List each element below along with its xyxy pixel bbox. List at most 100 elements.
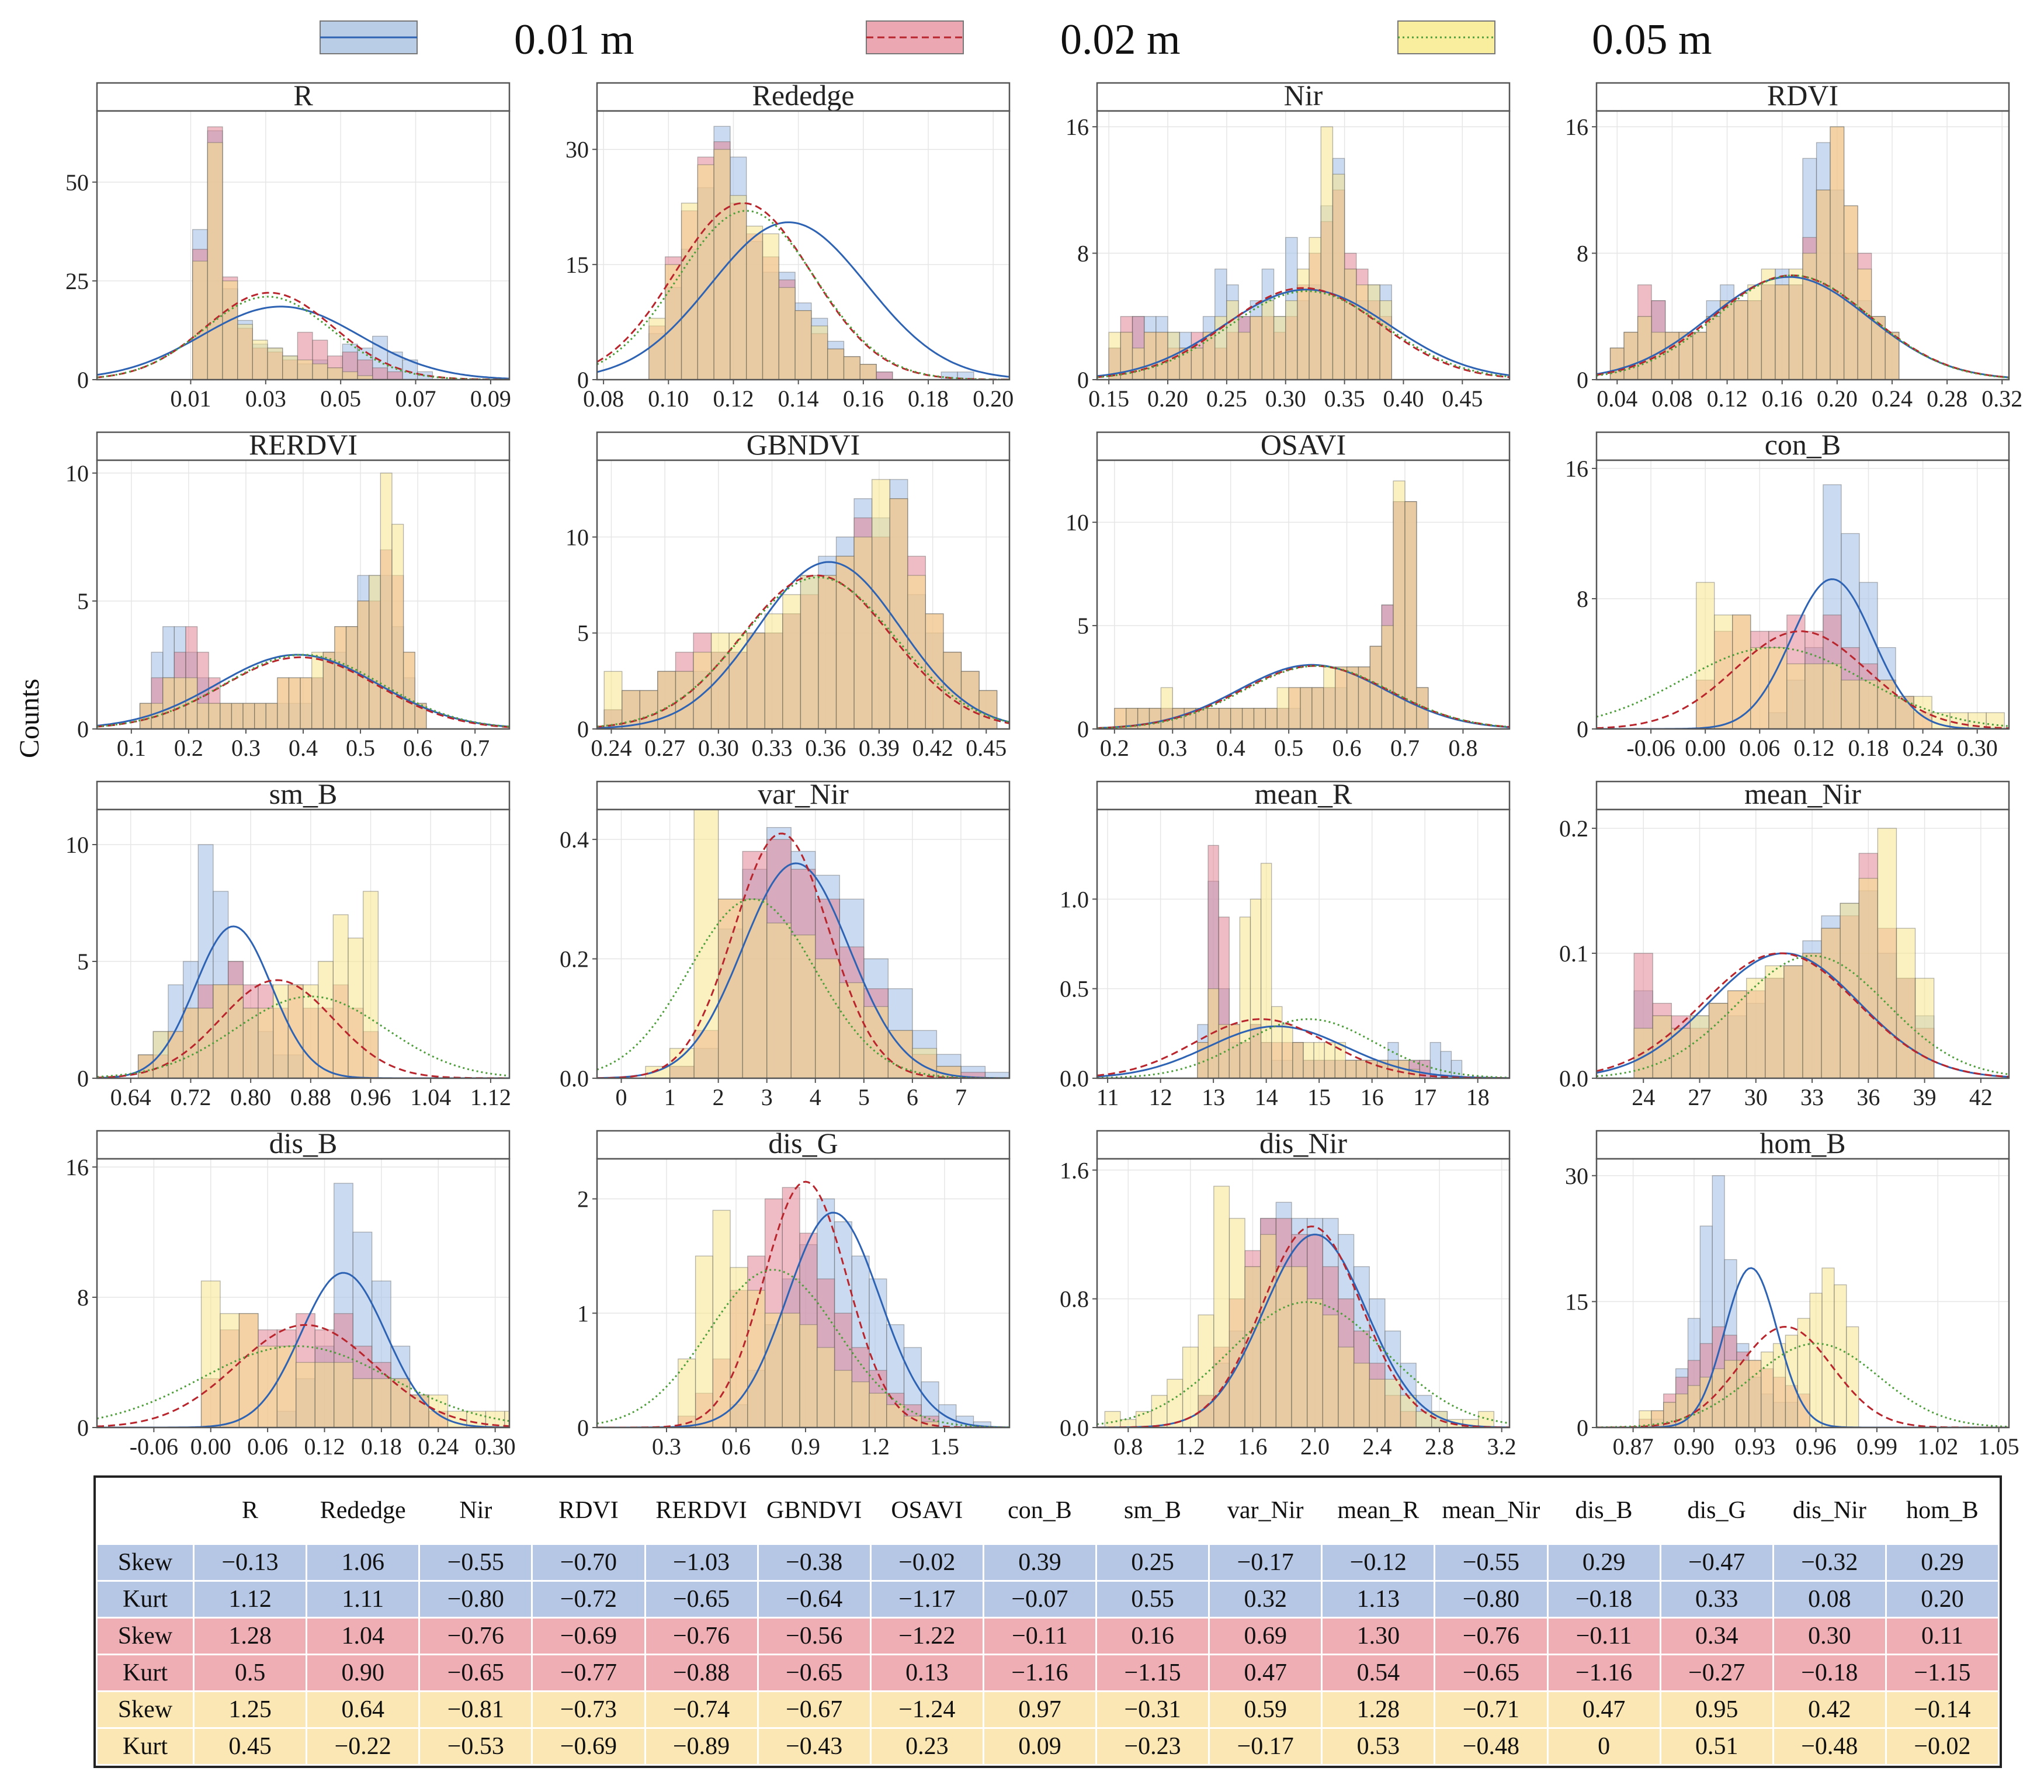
stats-row-label: Skew <box>96 1543 195 1582</box>
stats-cell: −0.69 <box>531 1727 646 1766</box>
bar-series-3 <box>1104 1186 1495 1428</box>
bar <box>1182 1346 1199 1428</box>
y-tick-label: 0.1 <box>1559 940 1588 967</box>
bar <box>863 1006 889 1078</box>
bar <box>1440 1051 1452 1078</box>
stats-cell: 0.54 <box>1321 1654 1436 1692</box>
bar <box>603 671 623 729</box>
bar <box>800 575 819 729</box>
stats-cell: 0.55 <box>1095 1580 1210 1619</box>
x-tick-label: 16 <box>1361 1084 1384 1110</box>
x-tick-label: 0.18 <box>908 386 949 412</box>
bar <box>872 479 890 729</box>
bar <box>1282 1024 1293 1078</box>
bar <box>1859 679 1878 729</box>
bar <box>318 961 334 1078</box>
bar <box>312 363 328 380</box>
stats-cell: −0.38 <box>756 1543 872 1582</box>
stats-cell: 0.42 <box>1772 1690 1887 1729</box>
stats-cell: 0.53 <box>1321 1727 1436 1766</box>
bar <box>207 142 223 380</box>
stats-cell: −1.22 <box>869 1617 984 1655</box>
stats-cell: −0.12 <box>1321 1543 1436 1582</box>
stats-row: Kurt 0.45 −0.22 −0.53 −0.69 −0.89 −0.43 0.23 0.0… <box>96 1727 2000 1766</box>
x-tick-label: 0.72 <box>170 1084 211 1110</box>
x-tick-label: 0.27 <box>644 735 685 761</box>
panel-nir: Nir 0.15 0.20 0.25 0.30 0.35 0.40 0.45 0 8 16 <box>1066 79 1511 412</box>
bar <box>1151 1395 1168 1428</box>
plot-frame <box>1595 1158 2010 1429</box>
bar <box>287 984 304 1078</box>
panel-title: mean_R <box>1255 777 1352 810</box>
panel-strip <box>96 431 511 461</box>
bar <box>827 348 845 380</box>
bar <box>1338 1346 1355 1428</box>
bar <box>1857 268 1872 380</box>
bar <box>1804 663 1824 729</box>
bar <box>730 1267 748 1428</box>
x-tick-label: 0.04 <box>1597 386 1637 412</box>
curves <box>1597 274 2009 378</box>
bar <box>1219 707 1231 729</box>
bar <box>747 633 765 729</box>
density-curve-2 <box>1097 287 1509 378</box>
bar <box>220 703 232 729</box>
stats-col-header: RERDVI <box>655 1497 747 1524</box>
y-tick-label: 0 <box>77 716 89 742</box>
bar <box>273 984 289 1078</box>
stats-cell: 0.25 <box>1095 1543 1210 1582</box>
legend-label: 0.02 m <box>1060 16 1181 64</box>
stats-cell: −0.27 <box>1659 1654 1774 1692</box>
bar <box>766 922 792 1078</box>
x-tick-label: 17 <box>1413 1084 1436 1110</box>
stats-row-label: Kurt <box>96 1580 195 1619</box>
bars <box>192 126 433 380</box>
x-tick-label: 0.96 <box>351 1084 391 1110</box>
bar <box>1323 666 1336 729</box>
x-tick-label: 0.30 <box>1265 386 1306 412</box>
stats-row: Kurt 0.5 0.90 −0.65 −0.77 −0.88 −0.65 0.13 −1.16… <box>96 1654 2000 1692</box>
stats-col-header: GBNDVI <box>766 1497 862 1524</box>
x-tick-label: 0.12 <box>1707 386 1748 412</box>
stats-cell: −0.89 <box>644 1727 759 1766</box>
panel-strip <box>1096 431 1511 461</box>
bar <box>710 633 730 729</box>
bar <box>1400 1395 1417 1428</box>
x-tick-label: 0.14 <box>778 386 819 412</box>
stats-cell: −0.11 <box>982 1617 1098 1655</box>
x-tick-label: 0.00 <box>1685 735 1726 761</box>
y-tick-label: 15 <box>1565 1289 1588 1315</box>
bar <box>1379 300 1392 380</box>
x-tick-label: 1.5 <box>930 1433 959 1460</box>
bar <box>1765 965 1785 1078</box>
bar <box>1276 687 1289 729</box>
stats-cell: 0.33 <box>1659 1580 1774 1619</box>
stats-cell: 1.13 <box>1321 1580 1436 1619</box>
x-tick-label: 11 <box>1096 1084 1119 1110</box>
x-tick-label: 5 <box>858 1084 870 1110</box>
density-curve-2 <box>1597 952 2009 1078</box>
y-tick-label: 0 <box>77 1415 89 1441</box>
x-tick-label: 0.24 <box>418 1433 459 1460</box>
bar <box>712 1210 731 1428</box>
bar <box>1207 707 1220 729</box>
stats-cell: 1.28 <box>1321 1690 1436 1729</box>
bar <box>1404 501 1417 729</box>
bar <box>1167 1378 1184 1428</box>
bar-series-3 <box>192 142 373 380</box>
panel-sm-b: sm_B 0.64 0.72 0.80 0.88 0.96 1.04 1.12 0 5 10 <box>65 777 511 1110</box>
bar <box>695 1255 713 1428</box>
x-tick-label: 0.87 <box>1613 1433 1654 1460</box>
stats-table: R Rededge Nir RDVI RERDVI GBNDVI OSAVI con_B sm_… <box>93 1475 2002 1768</box>
y-tick-label: 16 <box>1565 114 1588 140</box>
density-curve-2 <box>1597 1325 2009 1428</box>
stats-cell: −0.71 <box>1434 1690 1549 1729</box>
x-tick-label: 0.36 <box>805 735 846 761</box>
stats-cell: −1.03 <box>644 1543 759 1582</box>
bar <box>1689 1015 1710 1078</box>
bar <box>799 1324 818 1428</box>
bar <box>1292 1042 1304 1078</box>
bar <box>1238 332 1251 380</box>
bar <box>1369 1378 1386 1428</box>
